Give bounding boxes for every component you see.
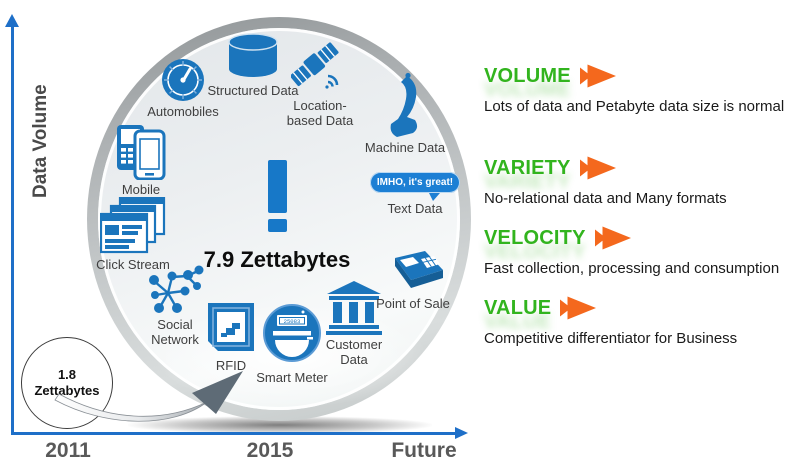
database-icon — [228, 33, 278, 77]
item-machine-data: Machine Data — [362, 72, 448, 156]
item-automobiles: Automobiles — [137, 58, 229, 120]
item-smart-meter: 25083 Smart Meter — [254, 303, 330, 386]
mobile-phones-icon — [117, 125, 166, 180]
growth-swoosh-arrow-icon — [54, 371, 243, 422]
item-text-data: IMHO, it's great! Text Data — [369, 172, 461, 217]
y-axis-arrow-icon — [5, 14, 19, 27]
sphere-headline: 7.9 Zettabytes — [203, 247, 351, 272]
gauge-icon — [162, 59, 204, 101]
bank-building-icon — [326, 281, 382, 335]
item-rfid: RFID — [204, 298, 258, 374]
item-point-of-sale: Point of Sale — [370, 250, 456, 312]
item-label: Machine Data — [364, 140, 446, 155]
x-tick-future: Future — [391, 439, 457, 462]
item-social-network: Social Network — [146, 263, 204, 347]
item-label: Social Network — [151, 317, 199, 347]
fast-forward-arrow-icon — [579, 156, 616, 180]
item-location-based-data: Location-based Data — [281, 42, 359, 128]
item-label: Structured Data — [207, 83, 299, 98]
item-label: Location-based Data — [286, 98, 354, 128]
section-description: Fast collection, processing and consumpt… — [484, 260, 780, 277]
speech-bubble-tail-icon — [428, 193, 440, 201]
item-label: Click Stream — [96, 257, 170, 272]
item-mobile: Mobile — [113, 124, 169, 198]
section-title: VALUE — [484, 296, 552, 319]
network-nodes-icon — [149, 265, 204, 313]
section-velocity: VELOCITY Fast collection, processing and… — [484, 226, 804, 279]
exclamation-dot-icon — [268, 219, 287, 232]
item-label: Text Data — [387, 201, 443, 216]
item-click-stream: Click Stream — [95, 197, 171, 273]
section-title: VOLUME — [484, 64, 571, 87]
small-circle-value: 1.8 — [57, 366, 77, 382]
smart-meter-reading: 25083 — [284, 318, 301, 325]
section-title: VARIETY — [484, 156, 571, 179]
robot-arm-icon — [390, 72, 418, 137]
exclamation-mark-icon — [268, 160, 287, 213]
section-title: VELOCITY — [484, 226, 586, 249]
x-axis-arrow-icon — [455, 427, 468, 439]
item-customer-data: Customer Data — [325, 281, 383, 367]
section-value: VALUE Competitive differentiator for Bus… — [484, 296, 804, 349]
item-label: Automobiles — [147, 104, 219, 119]
section-variety: VARIETY No-relational data and Many form… — [484, 156, 804, 209]
item-label: Mobile — [121, 182, 161, 197]
item-structured-data: Structured Data — [202, 33, 304, 99]
pos-terminal-icon — [395, 251, 443, 288]
speech-bubble: IMHO, it's great! — [369, 172, 461, 193]
fast-forward-arrow-icon — [579, 64, 616, 88]
x-axis-line — [11, 432, 456, 435]
fast-forward-arrow-icon — [560, 296, 597, 320]
section-description: Competitive differentiator for Business — [484, 330, 738, 347]
item-label: RFID — [215, 358, 247, 373]
section-description: Lots of data and Petabyte data size is n… — [484, 98, 785, 115]
satellite-icon — [291, 42, 339, 89]
small-circle-unit: Zettabytes — [34, 383, 100, 398]
fast-forward-arrow-icon — [594, 226, 631, 250]
smart-meter-icon: 25083 — [263, 304, 321, 362]
rfid-tag-icon — [208, 303, 254, 351]
sphere-drop-shadow — [128, 416, 432, 434]
x-tick-2011: 2011 — [45, 439, 91, 462]
x-tick-2015: 2015 — [246, 439, 294, 462]
item-label: Customer Data — [325, 337, 383, 367]
browser-windows-icon — [100, 197, 166, 254]
y-axis-label: Data Volume — [30, 84, 51, 198]
item-label: Point of Sale — [376, 296, 450, 311]
section-volume: VOLUME Lots of data and Petabyte data si… — [484, 64, 804, 117]
section-description: No-relational data and Many formats — [484, 190, 727, 207]
item-label: Smart Meter — [256, 370, 328, 385]
y-axis-line — [11, 26, 14, 435]
